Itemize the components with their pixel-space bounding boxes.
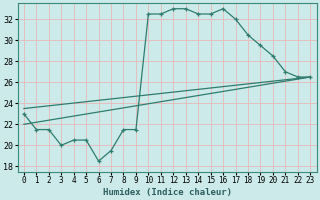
X-axis label: Humidex (Indice chaleur): Humidex (Indice chaleur) xyxy=(103,188,232,197)
